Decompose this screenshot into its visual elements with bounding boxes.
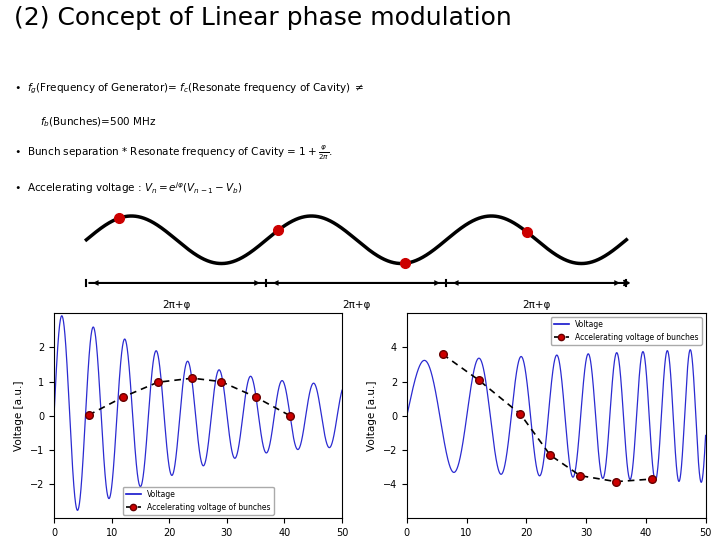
Legend: Voltage, Accelerating voltage of bunches: Voltage, Accelerating voltage of bunches (122, 487, 274, 515)
Text: $\bullet$  Bunch separation * Resonate frequency of Cavity = $1+\frac{\varphi}{2: $\bullet$ Bunch separation * Resonate fr… (14, 144, 333, 162)
Text: $\bullet$  $f_g$(Frequency of Generator)= $f_c$(Resonate frequency of Cavity) $\: $\bullet$ $f_g$(Frequency of Generator)=… (14, 82, 365, 97)
Y-axis label: Voltage [a.u.]: Voltage [a.u.] (367, 381, 377, 451)
Text: $f_b$(Bunches)=500 MHz: $f_b$(Bunches)=500 MHz (40, 115, 156, 129)
Text: 2π+φ: 2π+φ (342, 300, 371, 310)
Text: (2) Concept of Linear phase modulation: (2) Concept of Linear phase modulation (14, 6, 512, 30)
Legend: Voltage, Accelerating voltage of bunches: Voltage, Accelerating voltage of bunches (551, 317, 702, 345)
Text: $\bullet$  Accelerating voltage : $V_n = e^{j\varphi}(V_{n-1} - V_b)$: $\bullet$ Accelerating voltage : $V_n = … (14, 180, 243, 197)
Text: 2π+φ: 2π+φ (162, 300, 191, 310)
Y-axis label: Voltage [a.u.]: Voltage [a.u.] (14, 381, 24, 451)
Text: 2π+φ: 2π+φ (522, 300, 551, 310)
